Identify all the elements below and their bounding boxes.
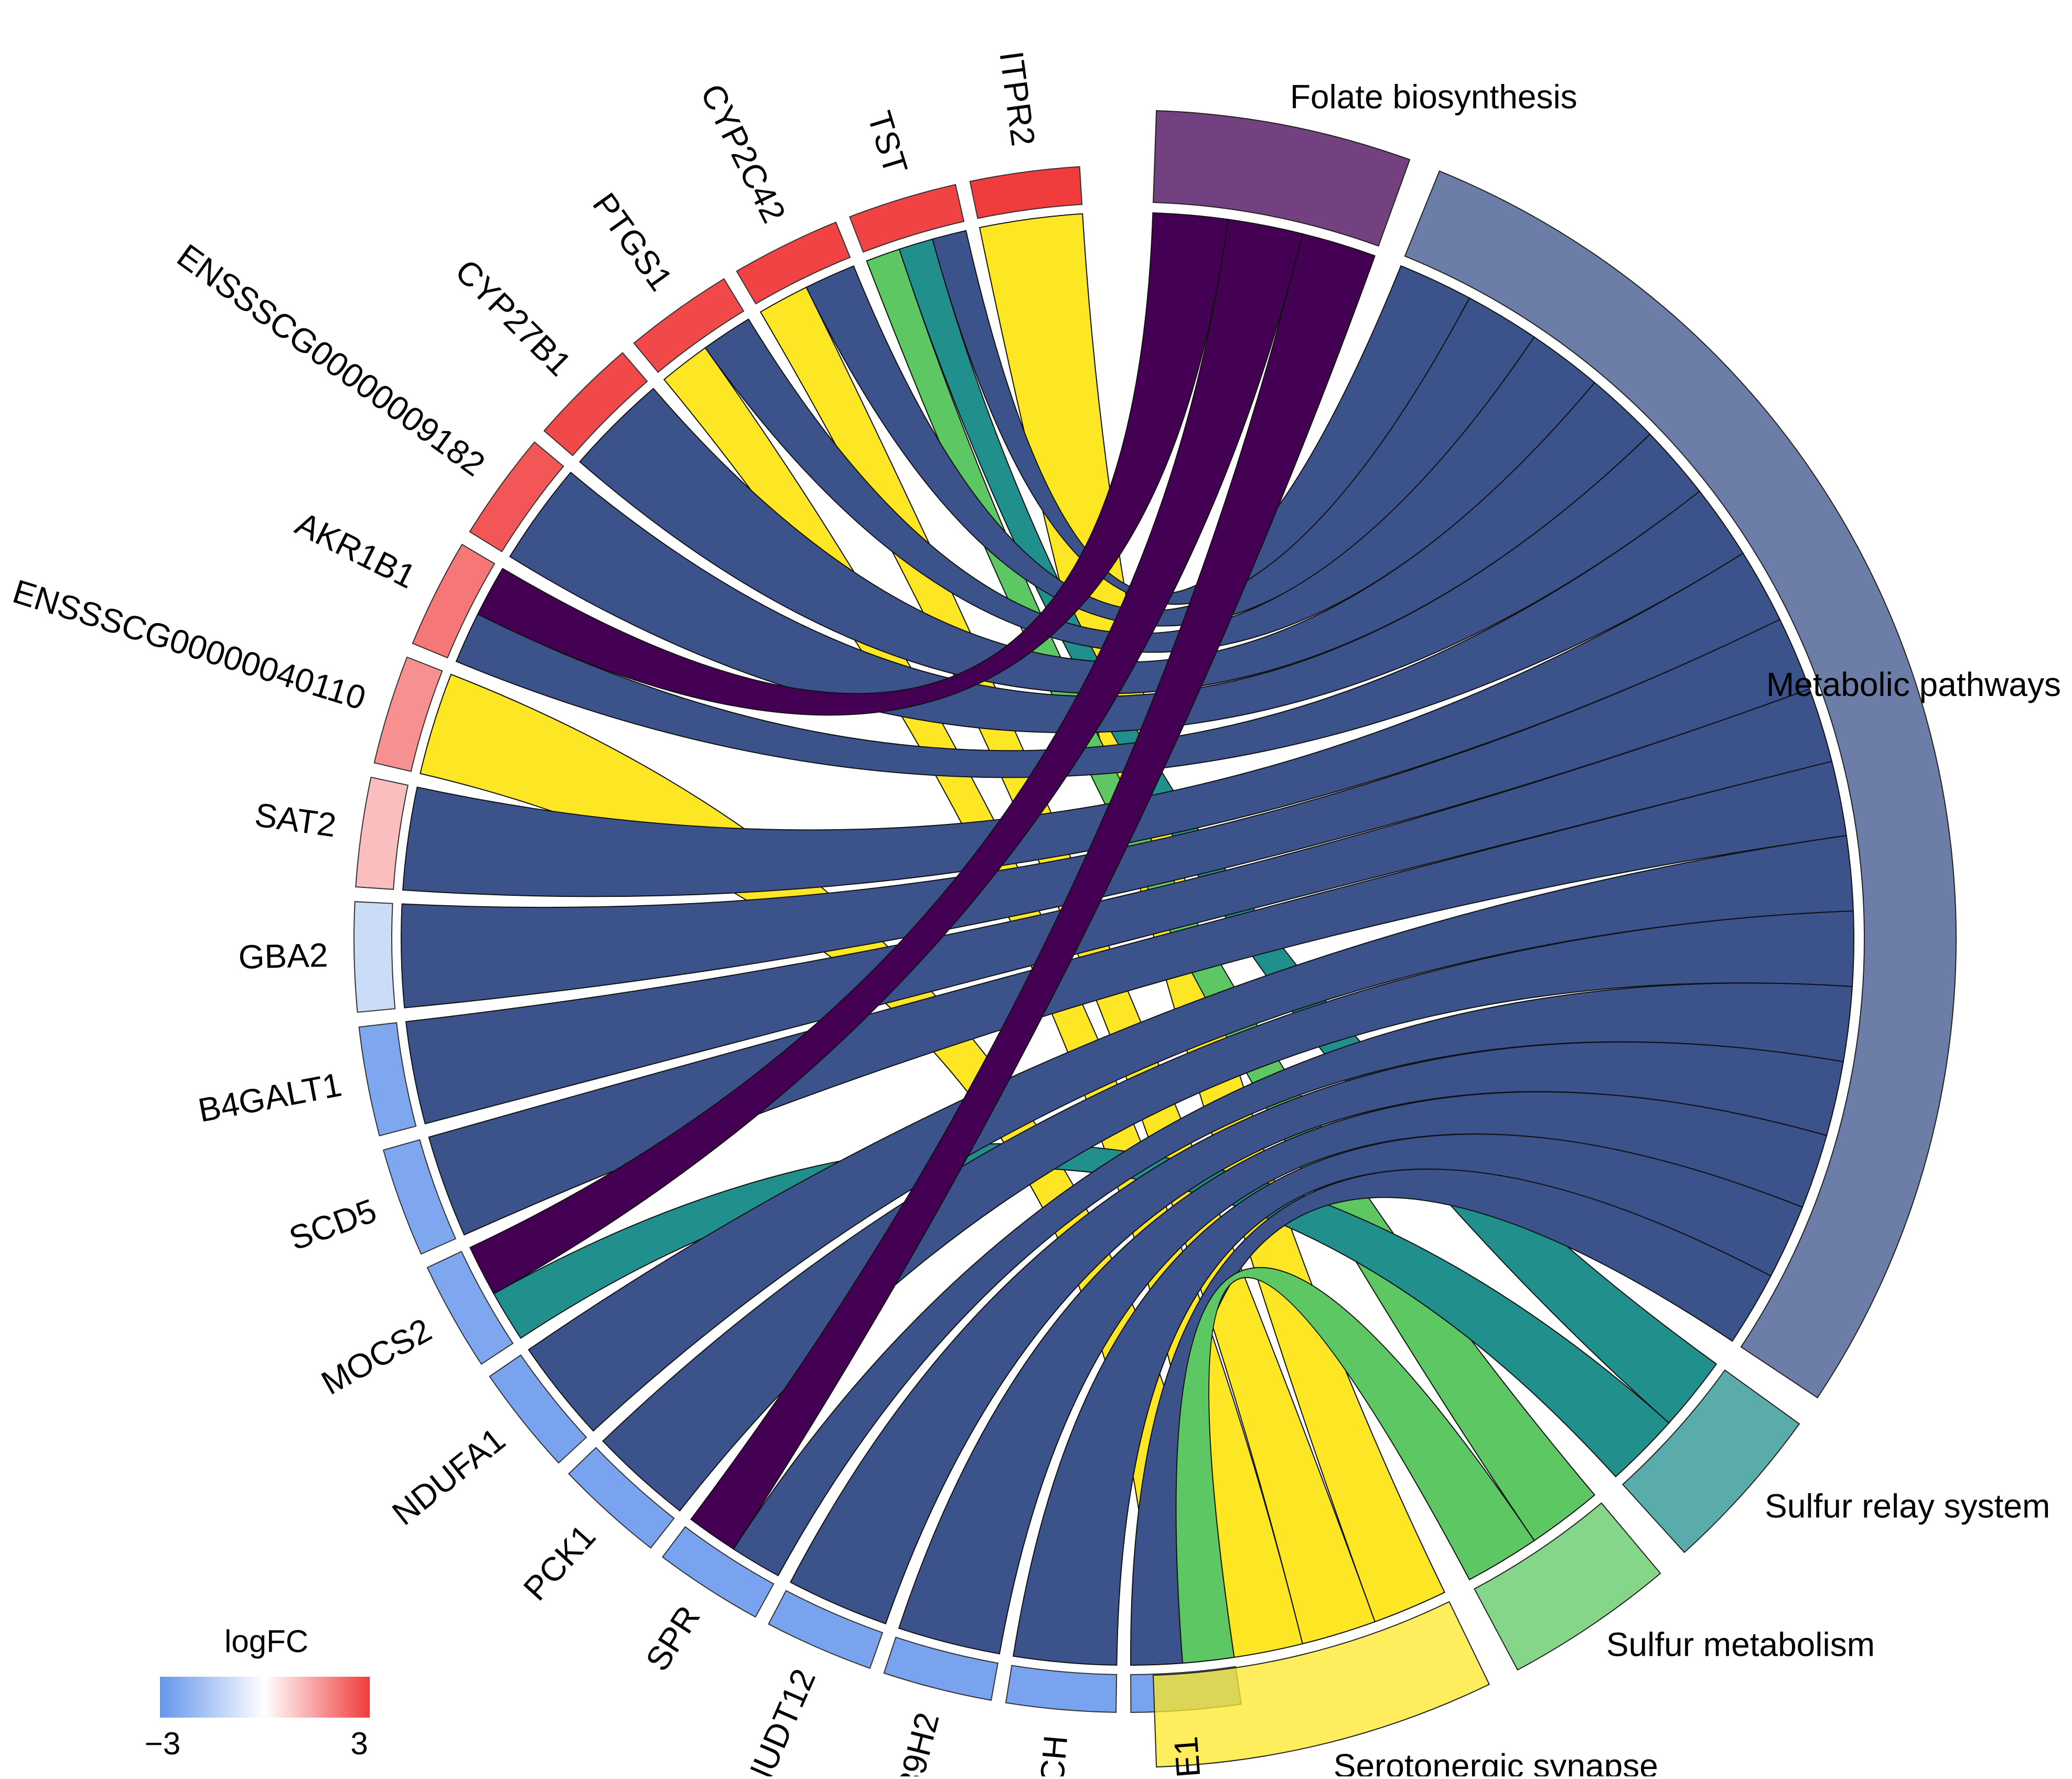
gene-label-ndufa1: NDUFA1 (385, 1420, 512, 1532)
gene-arc-ptgs1 (633, 278, 745, 373)
term-arc-layer (1152, 110, 1957, 1768)
term-label-metabolic-pathways: Metabolic pathways (1766, 666, 2061, 703)
gene-arc-tst (849, 184, 965, 253)
gene-arc-b4galt1 (358, 1022, 417, 1137)
gene-arc-akr1b1 (412, 543, 496, 659)
legend-title: logFC (224, 1624, 308, 1659)
ribbon-nudt12-metabolic-pathways (789, 1041, 1844, 1625)
logfc-legend: logFC −3 3 (145, 1624, 370, 1761)
term-arc-serotonergic-synapse (1152, 1601, 1490, 1768)
ribbon-suv39h2-metabolic-pathways (898, 1091, 1828, 1655)
gene-arc-sat2 (355, 776, 409, 890)
gene-arc-pck1 (568, 1446, 675, 1549)
gene-label-scd5: SCD5 (284, 1192, 381, 1258)
ribbon-akr1b1-metabolic-pathways (455, 490, 1744, 778)
ribbon-cyp2c42-serotonergic-synapse (759, 286, 1376, 1645)
term-label-folate-biosynthesis: Folate biosynthesis (1290, 78, 1577, 116)
term-label-sulfur-metabolism: Sulfur metabolism (1606, 1625, 1875, 1663)
gene-label-akr1b1: AKR1B1 (289, 505, 422, 596)
ribbon-spr-folate-biosynthesis (690, 233, 1376, 1550)
gene-arc-gba2 (353, 901, 396, 1013)
legend-max-label: 3 (350, 1726, 368, 1761)
gene-arc-enssscg00000009182 (469, 441, 564, 553)
term-arc-metabolic-pathways (1404, 170, 1957, 1399)
ribbon-spr-metabolic-pathways (733, 982, 1853, 1577)
gene-label-spr: SPR (638, 1599, 707, 1678)
gene-arc-enssscg00000040110 (373, 656, 443, 773)
ribbon-hibch-metabolic-pathways (1012, 1133, 1803, 1666)
ribbon-ndufa1-metabolic-pathways (528, 835, 1854, 1432)
gene-arc-suv39h2 (883, 1636, 999, 1701)
ribbon-layer (401, 212, 1854, 1666)
term-arc-folate-biosynthesis (1152, 110, 1411, 247)
gene-arc-ndufa1 (489, 1354, 587, 1464)
ribbon-ptgs1-metabolic-pathways (704, 318, 1596, 653)
gene-label-cyp2c42: CYP2C42 (693, 78, 793, 229)
gene-arc-scd5 (382, 1139, 457, 1255)
term-label-layer: Folate biosynthesis Metabolic pathways Sul… (1290, 78, 2061, 1779)
gene-label-itpr2: ITPR2 (992, 49, 1043, 148)
ribbon-pck1-metabolic-pathways (602, 910, 1854, 1512)
gene-arc-nudt12 (768, 1590, 884, 1669)
ribbon-enssscg00000009182-metabolic-pathways (509, 433, 1701, 733)
gene-arc-itpr2 (969, 166, 1083, 219)
term-label-serotonergic-synapse: Serotonergic synapse (1334, 1747, 1658, 1776)
gene-arc-hibch (1005, 1665, 1118, 1713)
gene-arc-cyp27b1 (543, 352, 648, 457)
ribbon-cyp27b1-metabolic-pathways (579, 382, 1651, 694)
gene-label-gba2: GBA2 (238, 936, 328, 976)
gene-label-pck1: PCK1 (516, 1517, 603, 1607)
ribbon-mocs2-folate-biosynthesis (469, 219, 1303, 1295)
ribbon-ethe1-sulfur-metabolism (1175, 1267, 1536, 1664)
gene-label-enssscg00000040110: ENSSSCG00000040110 (8, 572, 370, 717)
gene-arc-mocs2 (426, 1250, 514, 1365)
gene-label-b4galt1: B4GALT1 (195, 1065, 345, 1129)
gene-arc-cyp2c42 (736, 221, 851, 305)
gene-label-ptgs1: PTGS1 (585, 186, 680, 298)
ribbon-sat2-metabolic-pathways (402, 552, 1781, 897)
term-arc-sulfur-relay-system (1622, 1369, 1800, 1553)
term-label-sulfur-relay-system: Sulfur relay system (1765, 1487, 2050, 1525)
ribbon-akr1b1-folate-biosynthesis (477, 212, 1229, 716)
gene-arc-spr (661, 1526, 775, 1618)
gene-label-cyp27b1: CYP27B1 (448, 252, 578, 383)
ribbon-b4galt1-metabolic-pathways (405, 688, 1833, 1124)
ribbon-scd5-metabolic-pathways (428, 760, 1848, 1236)
gene-label-suv39h2: SUV39H2 (873, 1709, 947, 1776)
gene-label-enssscg00000009182: ENSSSCG00000009182 (170, 237, 492, 484)
gene-label-nudt12: NUDT12 (736, 1664, 823, 1776)
gene-label-mocs2: MOCS2 (315, 1311, 438, 1402)
gene-label-tst: TST (861, 107, 915, 179)
legend-min-label: −3 (145, 1726, 180, 1761)
term-arc-sulfur-metabolism (1474, 1502, 1661, 1671)
gene-label-sat2: SAT2 (253, 796, 339, 844)
gene-label-hibch: HIBCH (1028, 1734, 1075, 1776)
legend-color-bar (160, 1677, 370, 1718)
